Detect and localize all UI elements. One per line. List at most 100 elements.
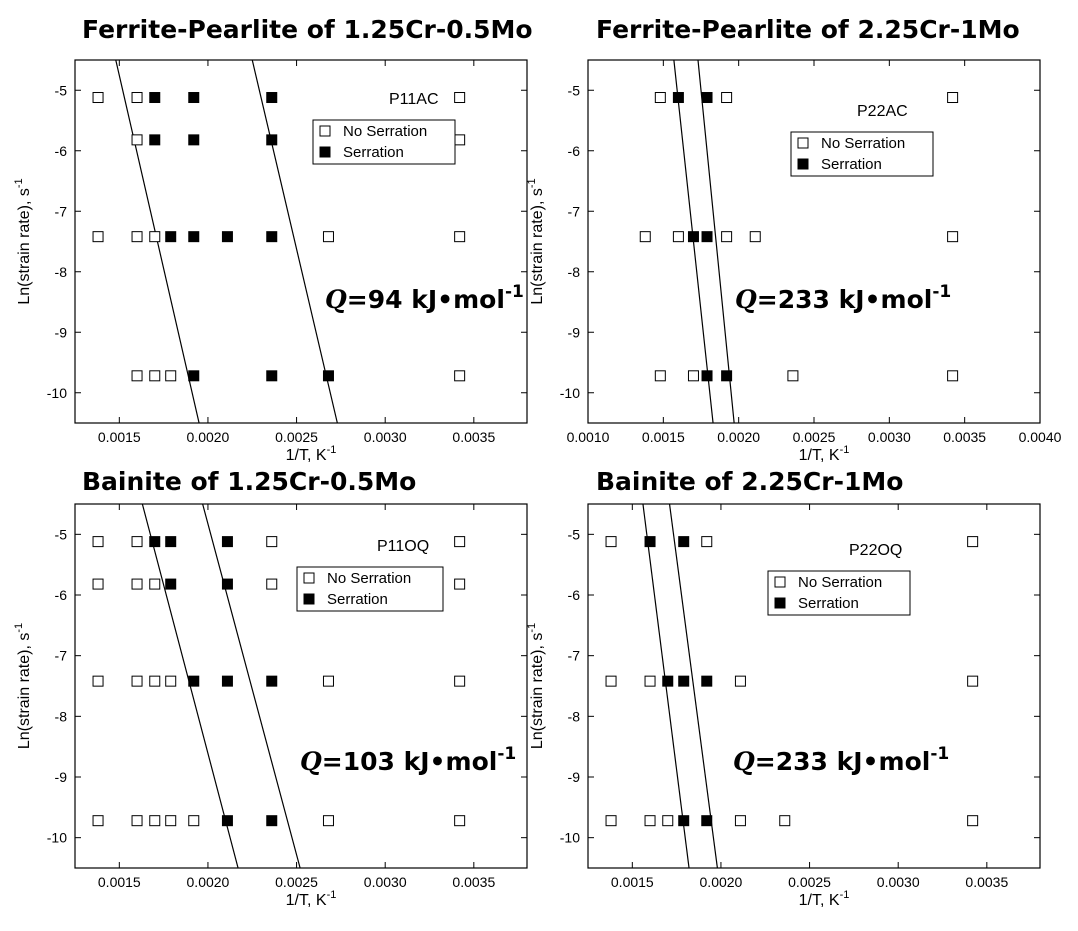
serration-point bbox=[188, 675, 200, 687]
no-serration-point bbox=[967, 815, 979, 827]
serration-point bbox=[221, 815, 233, 827]
legend-label: Serration bbox=[343, 144, 404, 161]
x-tick-label: 0.0025 bbox=[793, 429, 836, 445]
no-serration-point bbox=[454, 370, 466, 382]
serration-point bbox=[149, 134, 161, 146]
no-serration-point bbox=[165, 675, 177, 687]
y-tick-label: -6 bbox=[55, 143, 68, 159]
no-serration-point bbox=[131, 92, 143, 104]
legend-label: No Serration bbox=[327, 570, 411, 587]
x-tick-label: 0.0025 bbox=[275, 429, 318, 445]
x-tick-label: 0.0025 bbox=[275, 874, 318, 890]
activation-energy-label: Q=233 kJ•mol-1 bbox=[733, 744, 949, 776]
x-tick-label: 0.0030 bbox=[877, 874, 920, 890]
y-axis-label: Ln(strain rate), s-1 bbox=[526, 623, 546, 749]
y-tick-label: -10 bbox=[560, 830, 580, 846]
serration-point bbox=[662, 675, 674, 687]
serration-point bbox=[701, 675, 713, 687]
y-axis-label: Ln(strain rate), s-1 bbox=[526, 178, 546, 304]
y-tick-label: -10 bbox=[47, 385, 67, 401]
serration-point bbox=[701, 815, 713, 827]
serration-point bbox=[721, 370, 733, 382]
sample-label: P22AC bbox=[857, 103, 908, 120]
legend-box bbox=[296, 566, 444, 612]
legend-label: No Serration bbox=[343, 123, 427, 140]
no-serration-point bbox=[92, 578, 104, 590]
no-serration-point bbox=[454, 92, 466, 104]
legend: No Serration Serration bbox=[790, 131, 934, 177]
chart-panels: Ferrite-Pearlite of 1.25Cr-0.5Mo 0.0015 0.… bbox=[13, 15, 1062, 909]
serration-point bbox=[701, 370, 713, 382]
serration-point bbox=[221, 231, 233, 243]
no-serration-point bbox=[131, 675, 143, 687]
no-serration-point bbox=[92, 815, 104, 827]
no-serration-point bbox=[131, 578, 143, 590]
y-axis-label: Ln(strain rate), s-1 bbox=[13, 623, 33, 749]
chart-title: Ferrite-Pearlite of 2.25Cr-1Mo bbox=[596, 15, 1020, 44]
legend: No Serration Serration bbox=[312, 119, 456, 165]
y-tick-label: -5 bbox=[568, 526, 581, 542]
no-serration-point bbox=[188, 815, 200, 827]
no-serration-point bbox=[701, 536, 713, 548]
activation-energy-label: Q=233 kJ•mol-1 bbox=[735, 282, 951, 314]
serration-point bbox=[165, 578, 177, 590]
no-serration-point bbox=[967, 675, 979, 687]
no-serration-point bbox=[266, 536, 278, 548]
no-serration-point bbox=[165, 815, 177, 827]
no-serration-point bbox=[149, 675, 161, 687]
x-tick-label: 0.0035 bbox=[943, 429, 986, 445]
no-serration-point bbox=[92, 675, 104, 687]
no-serration-point bbox=[131, 815, 143, 827]
legend-label: Serration bbox=[327, 591, 388, 608]
legend-no-serration-marker bbox=[319, 125, 331, 137]
y-tick-label: -7 bbox=[55, 203, 68, 219]
y-tick-label: -8 bbox=[55, 264, 68, 280]
y-tick-label: -6 bbox=[568, 587, 581, 603]
x-tick-label: 0.0030 bbox=[868, 429, 911, 445]
no-serration-point bbox=[644, 815, 656, 827]
y-tick-label: -5 bbox=[568, 82, 581, 98]
no-serration-point bbox=[605, 675, 617, 687]
chart-panel-3: Bainite of 1.25Cr-0.5Mo 0.0015 0.0020 0.002… bbox=[13, 467, 528, 909]
x-tick-label: 0.0040 bbox=[1019, 429, 1062, 445]
y-tick-label: -8 bbox=[568, 708, 581, 724]
no-serration-point bbox=[454, 815, 466, 827]
y-tick-label: -8 bbox=[55, 708, 68, 724]
y-tick-label: -7 bbox=[568, 648, 581, 664]
activation-energy-label: Q=94 kJ•mol-1 bbox=[325, 282, 524, 314]
no-serration-point bbox=[721, 92, 733, 104]
y-tick-label: -9 bbox=[568, 769, 581, 785]
x-tick-label: 0.0015 bbox=[98, 429, 141, 445]
no-serration-point bbox=[749, 231, 761, 243]
no-serration-point bbox=[734, 815, 746, 827]
x-axis-label: 1/T, K-1 bbox=[286, 444, 337, 464]
legend-box bbox=[767, 570, 911, 616]
x-axis-label: 1/T, K-1 bbox=[799, 444, 850, 464]
no-serration-point bbox=[92, 231, 104, 243]
x-tick-label: 0.0010 bbox=[567, 429, 610, 445]
no-serration-point bbox=[787, 370, 799, 382]
legend-no-serration-marker bbox=[303, 572, 315, 584]
no-serration-point bbox=[149, 578, 161, 590]
legend-no-serration-marker bbox=[774, 576, 786, 588]
x-tick-label: 0.0020 bbox=[700, 874, 743, 890]
no-serration-point bbox=[947, 370, 959, 382]
no-serration-point bbox=[92, 536, 104, 548]
chart-panel-4: Bainite of 2.25Cr-1Mo 0.0015 0.0020 0.0025 0… bbox=[526, 467, 1041, 909]
legend-label: Serration bbox=[821, 156, 882, 173]
serration-point bbox=[221, 536, 233, 548]
serration-point bbox=[165, 231, 177, 243]
x-tick-label: 0.0030 bbox=[364, 429, 407, 445]
no-serration-point bbox=[947, 92, 959, 104]
no-serration-point bbox=[131, 370, 143, 382]
no-serration-point bbox=[672, 231, 684, 243]
no-serration-point bbox=[149, 231, 161, 243]
legend: No Serration Serration bbox=[296, 566, 444, 612]
no-serration-point bbox=[454, 675, 466, 687]
serration-point bbox=[672, 92, 684, 104]
y-tick-label: -9 bbox=[55, 324, 68, 340]
no-serration-point bbox=[454, 536, 466, 548]
x-tick-label: 0.0035 bbox=[965, 874, 1008, 890]
serration-point bbox=[188, 231, 200, 243]
serration-point bbox=[678, 536, 690, 548]
